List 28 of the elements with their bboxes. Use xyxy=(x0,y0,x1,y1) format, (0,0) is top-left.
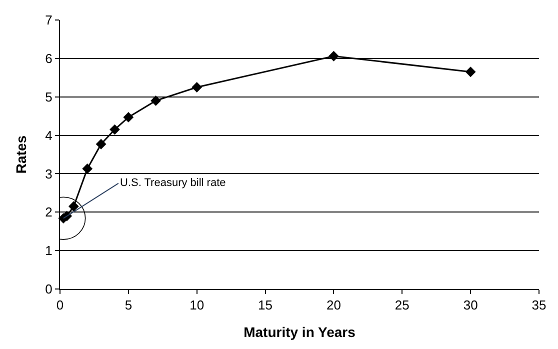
x-tick-label: 10 xyxy=(190,298,204,313)
annotation: U.S. Treasury bill rate xyxy=(120,177,226,189)
x-tick-label: 25 xyxy=(394,298,410,313)
y-tick-label: 2 xyxy=(45,204,52,220)
y-tick-label: 3 xyxy=(45,166,52,182)
x-tick-label: 0 xyxy=(56,298,64,313)
point xyxy=(328,50,339,62)
y-tick-label: 1 xyxy=(45,243,52,258)
y-axis-title: Rates xyxy=(12,135,29,174)
point xyxy=(68,201,79,212)
point xyxy=(123,112,134,122)
y-tick-label: 7 xyxy=(45,12,52,28)
x-tick-label: 35 xyxy=(532,298,546,313)
y-tick-label: 5 xyxy=(45,89,52,104)
y-tick-label: 0 xyxy=(45,282,52,297)
y-tick-label: 6 xyxy=(45,50,52,66)
point xyxy=(110,124,120,135)
x-tick-label: 30 xyxy=(463,298,478,313)
point xyxy=(465,66,476,78)
x-axis-title: Maturity in Years xyxy=(244,324,356,340)
point xyxy=(192,82,202,92)
point xyxy=(96,138,106,150)
x-tick-label: 15 xyxy=(258,298,273,313)
x-tick-label: 20 xyxy=(326,298,341,313)
point xyxy=(150,96,161,106)
point xyxy=(82,164,93,174)
y-tick-label: 4 xyxy=(45,128,52,143)
x-tick-label: 5 xyxy=(124,298,132,313)
